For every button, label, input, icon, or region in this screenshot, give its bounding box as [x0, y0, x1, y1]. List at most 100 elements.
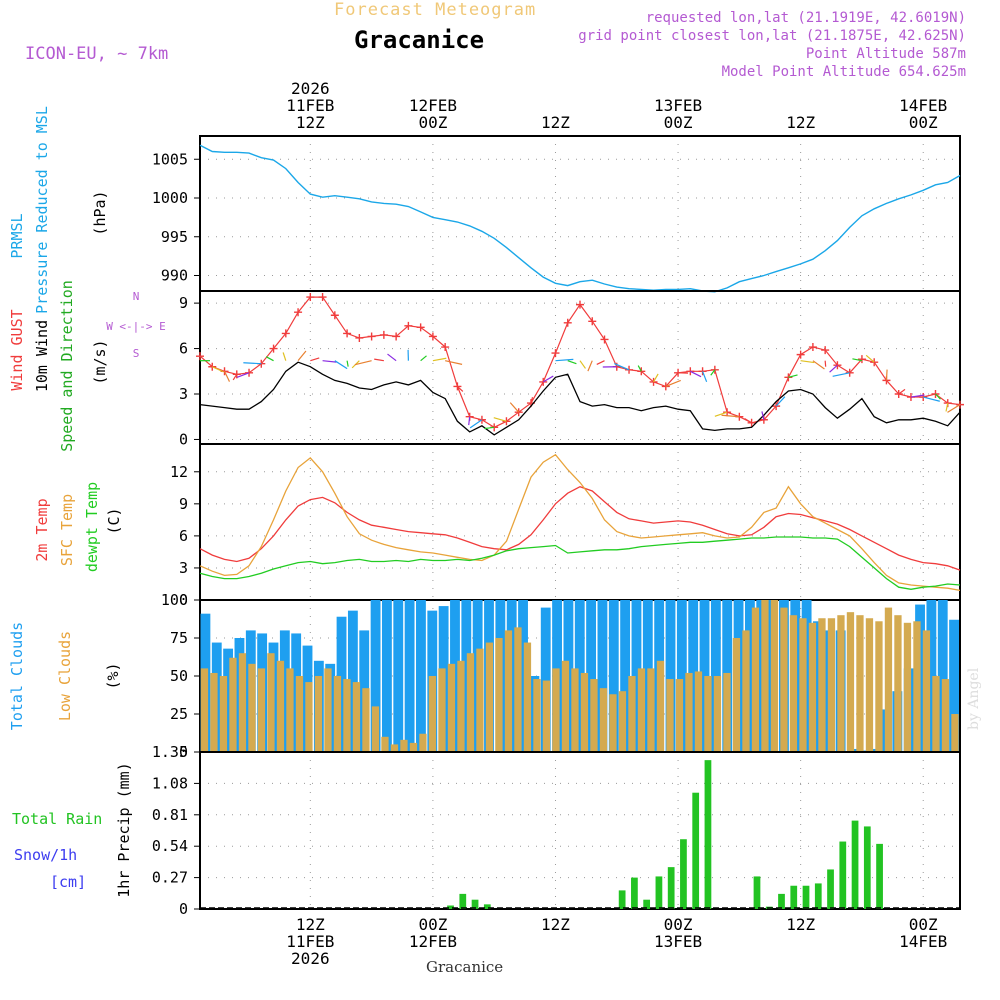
- low-cloud-bar: [229, 657, 237, 752]
- wind-direction-arrow: [542, 375, 554, 383]
- low-cloud-bar: [324, 668, 332, 752]
- total-cloud-bar: [223, 648, 234, 752]
- wind-direction-arrow: [945, 402, 949, 412]
- gust-marker: [808, 343, 817, 352]
- compass-west-east: W <-|-> E: [106, 320, 166, 333]
- sfc-temp-line: [199, 453, 961, 592]
- total-cloud-bar: [801, 600, 812, 752]
- low-cloud-bar: [390, 744, 399, 752]
- wind-label-gust: Wind GUST: [8, 309, 26, 390]
- gust-marker: [723, 408, 732, 417]
- low-cloud-bar: [219, 676, 228, 752]
- pressure-label-unit: (hPa): [91, 190, 109, 235]
- precip-ytick-label: 1.35: [152, 743, 188, 761]
- low-cloud-bar: [675, 679, 684, 752]
- low-cloud-bar: [637, 668, 646, 752]
- low-cloud-bar: [827, 618, 836, 752]
- wind-direction-arrow: [493, 417, 507, 422]
- low-cloud-bar: [267, 653, 275, 752]
- precip-label-1hr: 1hr Precip (mm): [115, 762, 133, 897]
- total-cloud-bar: [461, 600, 472, 752]
- rain-bar: [618, 890, 626, 909]
- pressure-ytick-label: 1000: [152, 189, 188, 207]
- wind-label-unit: (m/s): [91, 339, 109, 384]
- dewpt-line: [199, 536, 961, 590]
- precip-ytick-label: 0.81: [152, 806, 188, 824]
- low-cloud-bar: [466, 653, 475, 752]
- rain-bar: [876, 843, 883, 909]
- clouds-ytick-label: 0: [179, 743, 188, 761]
- low-cloud-bar: [618, 691, 627, 752]
- wind-direction-arrow: [322, 360, 337, 363]
- low-cloud-bar: [314, 676, 323, 752]
- low-cloud-bar: [238, 653, 247, 752]
- wind-direction-arrow: [832, 372, 850, 377]
- rain-bar: [863, 826, 871, 909]
- wind-direction-arrow: [852, 358, 863, 362]
- wind-direction-arrow: [432, 357, 447, 362]
- wind-direction-arrow: [824, 360, 827, 367]
- low-cloud-bar: [305, 682, 313, 752]
- wind-direction-arrow: [354, 360, 372, 366]
- gust-marker: [343, 329, 352, 338]
- low-cloud-bar: [419, 733, 427, 752]
- rain-bar: [483, 904, 491, 909]
- wind-direction-arrow: [509, 402, 520, 413]
- precip-ytick-label: 0.27: [152, 869, 188, 887]
- gust-line: [199, 296, 961, 428]
- top-time-label: 00Z: [909, 113, 938, 132]
- pressure-ytick-label: 1005: [152, 150, 188, 168]
- cloud-label-total: Total Clouds: [8, 622, 26, 730]
- low-cloud-bar: [789, 615, 798, 752]
- total-cloud-bar: [665, 600, 676, 752]
- gust-marker: [294, 308, 303, 317]
- cloud-label-unit: (%): [104, 662, 122, 689]
- gust-marker: [563, 318, 572, 327]
- bottom-time-label: 12FEB: [409, 932, 457, 951]
- low-cloud-bar: [913, 621, 921, 752]
- precip-ytick-label: 0: [179, 900, 188, 918]
- low-cloud-bar: [799, 618, 807, 752]
- low-cloud-bar: [685, 672, 693, 752]
- rain-bar: [802, 885, 810, 909]
- gust-marker: [428, 332, 437, 341]
- precip-label-cm: [cm]: [50, 873, 86, 891]
- top-time-label: 12FEB: [409, 96, 457, 115]
- wind-direction-arrow: [596, 360, 605, 365]
- wind-direction-arrow: [702, 371, 708, 383]
- low-cloud-bar: [257, 668, 266, 752]
- bottom-time-label: 11FEB: [286, 932, 334, 951]
- wind-direction-arrow: [445, 360, 463, 365]
- temperature-ytick-label: 6: [179, 527, 188, 545]
- top-time-label: 2026: [291, 79, 330, 98]
- wind-direction-arrow: [469, 419, 483, 429]
- total-cloud-bar: [540, 607, 551, 752]
- requested-lonlat: requested lon,lat (21.1919E, 42.6019N): [645, 10, 966, 26]
- total-cloud-bar: [597, 600, 608, 752]
- wind-direction-arrow: [714, 411, 728, 417]
- rain-bar: [753, 876, 761, 909]
- total-cloud-bar: [949, 619, 959, 752]
- wind-direction-arrow: [761, 411, 765, 420]
- precip-label-rain: Total Rain: [12, 810, 102, 828]
- low-cloud-bar: [932, 676, 940, 752]
- bottom-time-label: 14FEB: [899, 932, 947, 951]
- gust-marker: [392, 332, 401, 341]
- wind-direction-arrow: [530, 397, 534, 404]
- total-cloud-bar: [404, 600, 415, 752]
- low-cloud-bar: [210, 672, 218, 752]
- low-cloud-bar: [381, 736, 389, 752]
- low-cloud-bar: [666, 679, 674, 752]
- rain-bar: [680, 839, 687, 909]
- total-cloud-bar: [518, 600, 528, 752]
- total-cloud-bar: [336, 616, 347, 752]
- low-cloud-bar: [837, 615, 845, 752]
- low-cloud-bar: [542, 680, 551, 752]
- clouds-ytick-label: 25: [170, 705, 188, 723]
- top-time-label: 00Z: [418, 113, 447, 132]
- low-cloud-bar: [428, 676, 437, 752]
- top-time-label: 12Z: [786, 113, 815, 132]
- low-cloud-bar: [922, 630, 931, 752]
- gridpoint-lonlat: grid point closest lon,lat (21.1875E, 42…: [578, 28, 966, 44]
